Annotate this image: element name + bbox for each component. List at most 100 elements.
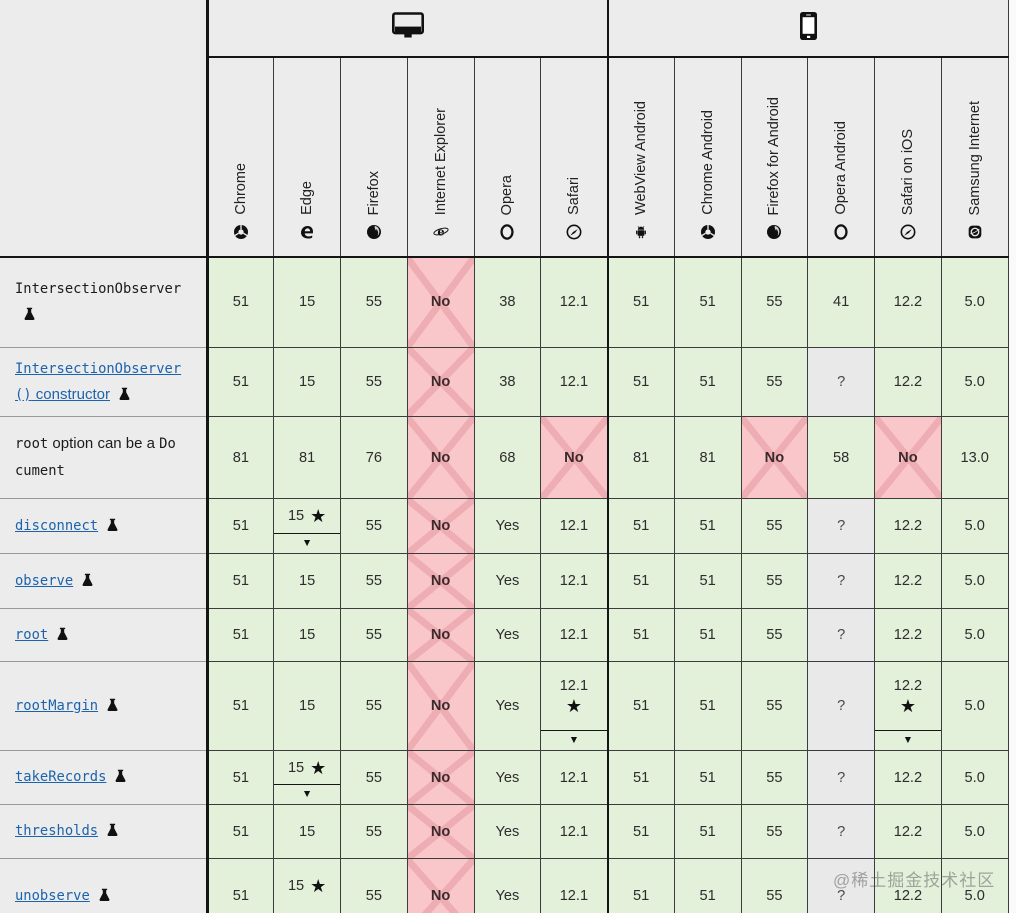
support-cell-firefox: 76 <box>340 416 408 499</box>
feature-code-text[interactable]: rootMargin <box>15 697 99 714</box>
support-cell-opera-android: 41 <box>807 256 875 347</box>
support-cell-chrome: 51 <box>206 750 274 805</box>
feature-text: option can be a <box>48 435 160 453</box>
feature-code-text: root <box>15 436 49 453</box>
support-cell-opera: Yes <box>473 804 541 859</box>
table-row: rootMargin 51 15 55 No Yes 12.1 ★ ▼ 51 51 55? 12.2 ★ ▼… <box>0 661 1009 751</box>
support-cell-opera-android: ? <box>807 608 875 662</box>
feature-code-text[interactable]: root <box>15 626 49 643</box>
experimental-flask-icon <box>90 887 112 904</box>
support-cell-edge: 15 <box>273 256 341 347</box>
feature-link-observe[interactable]: observe <box>15 572 73 589</box>
support-cell-samsung-internet: 5.0 <box>940 346 1009 417</box>
feature-code-text[interactable]: takeRecords <box>15 769 107 786</box>
support-cell-chrome-android: 51 <box>673 346 742 417</box>
support-cell-chrome: 51 <box>206 858 274 913</box>
support-cell-webview-android: 51 <box>606 608 675 662</box>
support-cell-firefox-for-android: 55 <box>740 256 808 347</box>
support-cell-firefox-for-android: 55 <box>740 804 808 859</box>
feature-link-thresholds[interactable]: thresholds <box>15 822 98 839</box>
feature-label: root option can be a Document <box>0 416 209 499</box>
support-value: 12.2 <box>893 677 923 694</box>
feature-code-text[interactable]: thresholds <box>15 823 99 840</box>
support-cell-chrome-android: 51 <box>673 553 742 609</box>
support-cell-samsung-internet: 5.0 <box>940 553 1009 609</box>
support-cell-safari-on-ios[interactable]: 12.2 ★ ▼ <box>874 661 942 751</box>
note-star-icon: ★ <box>310 506 327 526</box>
feature-label: thresholds <box>0 804 209 859</box>
experimental-flask-icon <box>15 306 37 323</box>
support-value: 12.1 <box>559 677 589 694</box>
column-label: Safari <box>565 177 582 215</box>
support-cell-opera-android: ? <box>807 498 875 554</box>
support-cell-safari: 12.1 <box>540 858 608 913</box>
support-cell-safari-on-ios: 12.2 <box>874 608 942 662</box>
expand-note-bar[interactable]: ▼ <box>274 784 340 804</box>
support-cell-firefox: 55 <box>340 553 408 609</box>
note-star-icon: ★ <box>565 695 582 716</box>
support-cell-opera: 38 <box>473 346 541 417</box>
support-cell-edge[interactable]: 15★▼ <box>273 750 341 805</box>
note-star-icon: ★ <box>310 876 327 897</box>
note-star-icon: ★ <box>899 695 916 716</box>
support-cell-chrome-android: 51 <box>673 858 742 913</box>
support-cell-safari-on-ios: No <box>874 416 942 499</box>
support-cell-safari: 12.1 <box>540 346 608 417</box>
opera-icon <box>833 224 849 245</box>
support-cell-internet-explorer: No <box>406 553 474 609</box>
support-cell-internet-explorer: No <box>406 498 474 554</box>
support-cell-opera-android: ? <box>807 346 875 417</box>
expand-note-bar[interactable]: ▼ <box>274 533 340 553</box>
support-cell-firefox: 55 <box>340 608 408 662</box>
support-cell-webview-android: 51 <box>606 346 675 417</box>
svg-text:e: e <box>437 225 444 239</box>
support-cell-chrome-android: 81 <box>673 416 742 499</box>
feature-link-unobserve[interactable]: unobserve <box>15 887 90 904</box>
support-cell-edge: 15 <box>273 804 341 859</box>
feature-link-root[interactable]: root <box>15 626 48 643</box>
support-cell-firefox-for-android: 55 <box>740 498 808 554</box>
safari-icon <box>566 224 582 245</box>
support-cell-chrome: 81 <box>206 416 274 499</box>
support-cell-chrome: 51 <box>206 256 274 347</box>
feature-label: takeRecords <box>0 750 209 805</box>
column-header-safari: Safari <box>540 57 608 258</box>
support-cell-chrome: 51 <box>206 804 274 859</box>
support-cell-chrome: 51 <box>206 661 274 751</box>
feature-link-disconnect[interactable]: disconnect <box>15 517 98 534</box>
column-label: WebView Android <box>633 101 650 215</box>
support-cell-firefox-for-android: 55 <box>740 346 808 417</box>
support-cell-safari: 12.1 <box>540 256 608 347</box>
column-label: Chrome <box>232 163 249 215</box>
expand-note-bar[interactable]: ▼ <box>875 730 941 750</box>
support-cell-firefox: 55 <box>340 858 408 913</box>
column-label: Edge <box>299 181 316 215</box>
support-value: 15 <box>287 759 305 776</box>
support-cell-internet-explorer: No <box>406 416 474 499</box>
support-cell-internet-explorer: No <box>406 804 474 859</box>
feature-code-text[interactable]: disconnect <box>15 517 99 534</box>
support-cell-edge[interactable]: 15★▼ <box>273 498 341 554</box>
support-cell-webview-android: 51 <box>606 858 675 913</box>
feature-code-text[interactable]: unobserve <box>15 888 90 905</box>
expand-note-bar[interactable]: ▼ <box>541 730 607 750</box>
table-row: observe 51 15 55 No Yes 12.1 51 51 55? 12.2 5.0 <box>0 553 1009 609</box>
feature-label: rootMargin <box>0 661 209 751</box>
feature-link-rootmargin[interactable]: rootMargin <box>15 697 98 714</box>
samsung-internet-icon <box>967 224 983 245</box>
column-header-webview-android: WebView Android <box>606 57 675 258</box>
support-cell-samsung-internet: 5.0 <box>940 256 1009 347</box>
support-cell-edge[interactable]: 15★▼ <box>273 858 341 913</box>
feature-text[interactable]: constructor <box>31 385 110 403</box>
support-cell-firefox-for-android: 55 <box>740 553 808 609</box>
support-cell-firefox: 55 <box>340 498 408 554</box>
feature-code-text[interactable]: IntersectionObserver() <box>15 360 182 403</box>
feature-code-text[interactable]: observe <box>15 572 74 589</box>
feature-link-takerecords[interactable]: takeRecords <box>15 768 106 785</box>
column-header-chrome: Chrome <box>206 57 274 258</box>
support-cell-safari[interactable]: 12.1 ★ ▼ <box>540 661 608 751</box>
support-cell-samsung-internet: 5.0 <box>940 608 1009 662</box>
feature-link-intersectionobserver-constructor[interactable]: IntersectionObserver() constructor <box>15 360 181 403</box>
